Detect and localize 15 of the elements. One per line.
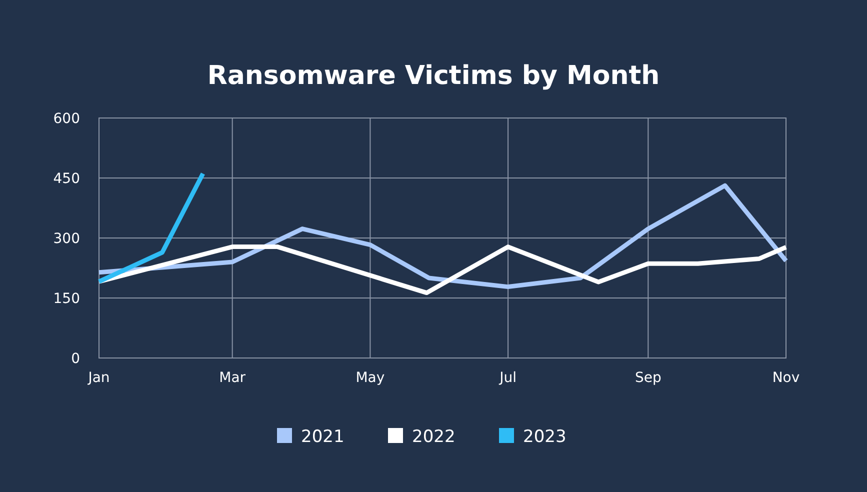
x-tick-label: Nov xyxy=(772,370,800,386)
y-tick-label: 600 xyxy=(53,110,80,127)
y-tick-label: 450 xyxy=(53,170,80,187)
x-tick-label: Sep xyxy=(634,370,662,386)
x-tick-label: May xyxy=(356,370,385,386)
y-tick-label: 300 xyxy=(53,230,80,247)
x-tick-label: Jul xyxy=(498,370,516,386)
y-tick-label: 150 xyxy=(53,290,80,307)
chart-title: Ransomware Victims by Month xyxy=(207,61,660,91)
legend-label: 2023 xyxy=(523,426,566,447)
x-tick-label: Jan xyxy=(87,370,110,386)
legend-label: 2021 xyxy=(301,426,344,447)
y-tick-label: 0 xyxy=(71,350,80,367)
legend-label: 2022 xyxy=(412,426,456,447)
x-tick-label: Mar xyxy=(219,370,246,386)
